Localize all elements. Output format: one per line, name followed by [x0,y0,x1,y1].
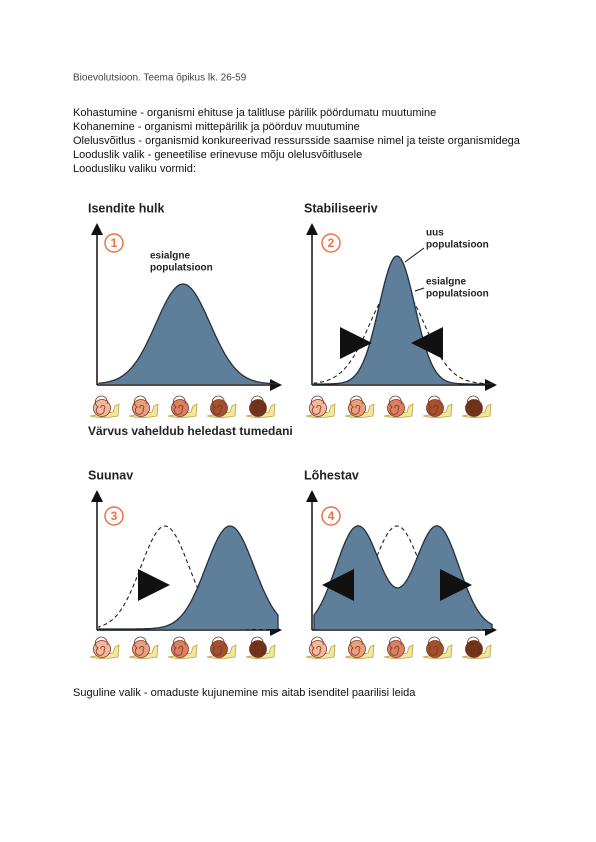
snail-spiral [388,395,402,415]
snail-shell [465,640,483,658]
snail-shell [387,640,405,658]
snail-shell [171,399,189,417]
snail-body [245,403,276,418]
distribution [99,525,279,630]
snail-spiral [133,636,147,656]
pointer [414,287,425,292]
curve-label: populatsioon [426,289,489,300]
curve-label: esialgne [150,251,190,262]
snail-shell [132,399,150,417]
snail-spiral [94,636,108,656]
number-circle [104,233,124,253]
snail-spiral [388,636,402,656]
panel-title: Suunav [88,468,133,482]
snail-spiral [94,395,108,415]
snail-shell [309,399,327,417]
snail-shell [210,640,228,658]
header-title: Bioevolutsioon. Teema õpikus lk. 26-59 [73,73,247,84]
snail-body [383,403,414,418]
snail-shell [426,399,444,417]
snail-shell [249,399,267,417]
snail-shell [93,640,111,658]
distribution [314,255,492,385]
number-circle [104,506,124,526]
distribution [98,283,279,385]
snail-shell [132,640,150,658]
curve-label: esialgne [426,277,466,288]
figure-caption: Värvus vaheldub heledast tumedani [88,424,293,438]
panel-number: 3 [111,509,118,523]
snail-body [461,403,492,418]
snail-body [383,644,414,659]
snail-spiral [427,636,441,656]
snail-spiral [466,636,480,656]
snail-body [344,403,375,418]
pointer [404,247,425,263]
snail-body [305,644,336,659]
snail-body [305,403,336,418]
snail-body [128,644,159,659]
snail-spiral [310,636,324,656]
snail-spiral [310,395,324,415]
distribution [313,525,493,629]
panel-number: 2 [328,236,335,250]
snail-body [167,644,198,659]
snail-spiral [349,636,363,656]
paragraph: Olelusvõitlus - organismid konkureerivad… [73,135,521,147]
panel-number: 4 [328,509,335,523]
snail-spiral [133,395,147,415]
snail-shell [426,640,444,658]
snail-shell [249,640,267,658]
snail-spiral [250,395,264,415]
curve-label: uus [426,228,444,239]
curve-label: populatsioon [426,240,489,251]
paragraph: Suguline valik - omaduste kujunemine mis… [73,687,416,699]
snail-spiral [172,395,186,415]
snail-body [167,403,198,418]
snail-shell [348,399,366,417]
snail-spiral [349,395,363,415]
number-circle [321,233,341,253]
snail-spiral [211,636,225,656]
snail-body [344,644,375,659]
panel-title: Isendite hulk [88,201,164,215]
snail-body [206,403,237,418]
snail-shell [309,640,327,658]
snail-body [422,644,453,659]
paragraph: Kohastumine - organismi ehituse ja talit… [73,107,436,119]
panel-number: 1 [111,236,118,250]
panel-title: Lõhestav [304,468,359,482]
snail-body [128,403,159,418]
snail-body [461,644,492,659]
curve-label: populatsioon [150,263,213,274]
snail-shell [387,399,405,417]
paragraph: Loodusliku valiku vormid: [73,163,196,175]
snail-body [89,403,120,418]
snail-spiral [172,636,186,656]
paragraph: Kohanemine - organismi mittepärilik ja p… [73,121,360,133]
snail-shell [93,399,111,417]
number-circle [321,506,341,526]
snail-spiral [466,395,480,415]
snail-spiral [427,395,441,415]
panel-title: Stabiliseeriv [304,201,378,215]
snail-body [245,644,276,659]
figure: Isendite hulk Stabiliseeriv Suunav Lõhes… [88,201,497,659]
snail-spiral [250,636,264,656]
snail-shell [210,399,228,417]
snail-shell [348,640,366,658]
snail-shell [465,399,483,417]
paragraph: Looduslik valik - geneetilise erinevuse … [73,149,362,161]
snail-body [89,644,120,659]
snail-shell [171,640,189,658]
snail-body [206,644,237,659]
snail-body [422,403,453,418]
snail-spiral [211,395,225,415]
